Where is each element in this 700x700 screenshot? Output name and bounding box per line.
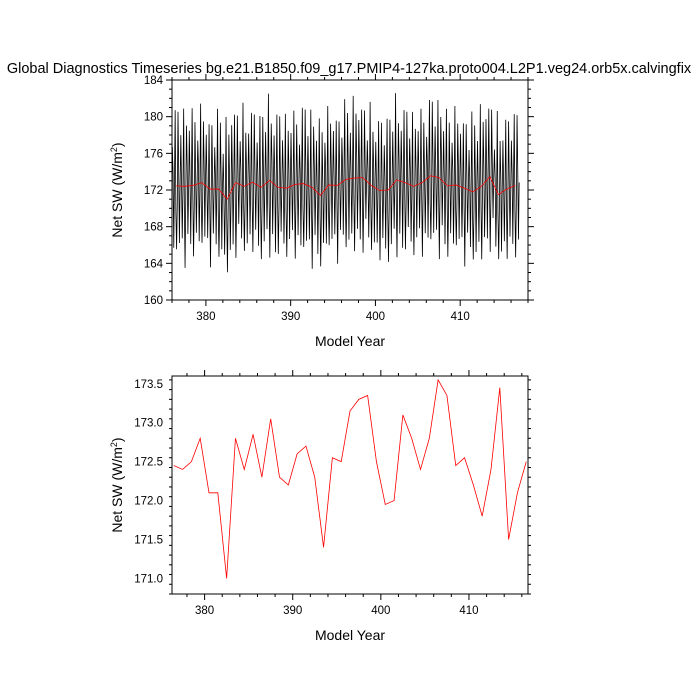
annual-panel-y-tick-label: 173.0 [134,418,163,430]
monthly-panel-y-label-close: ) [109,142,125,147]
monthly-panel-ticks: 380 390 400 410 160 164 168 172 176 180 184 [144,74,534,323]
monthly-panel-x-tick-label: 380 [196,311,215,323]
monthly-panel-y-tick-label: 160 [144,295,163,307]
monthly-panel-y-label-exponent: 2 [109,147,119,152]
monthly-panel-y-axis-label: Net SW (W/m2) [109,142,125,237]
annual-panel-x-tick-label: 400 [371,605,390,617]
annual-panel-x-axis-label: Model Year [315,627,385,643]
annual-panel-y-tick-label: 172.0 [134,496,163,508]
monthly-panel-y-tick-label: 172 [144,185,163,197]
annual-panel-x-tick-label: 390 [283,605,302,617]
annual-panel-y-label-close: ) [109,437,125,442]
annual-panel-plot-area [173,378,527,579]
monthly-panel-y-label-main: Net SW (W/m [109,152,125,238]
annual-panel-x-tick-label: 380 [195,605,214,617]
annual-panel: 380 390 400 410 171.0 171.5 172.0 172.5 173.0 173… [109,370,531,643]
figure-title: Global Diagnostics Timeseries bg.e21.B18… [7,61,692,77]
monthly-panel-y-tick-label: 180 [144,112,163,124]
annual-panel-y-tick-label: 171.0 [134,573,163,585]
monthly-panel-x-axis-label: Model Year [315,333,385,349]
annual-panel-frame [171,375,529,595]
monthly-panel-y-tick-label: 184 [144,75,164,87]
annual-panel-x-tick-label: 410 [459,605,478,617]
monthly-panel-y-tick-label: 168 [144,222,163,234]
annual-panel-series-annual-mean [173,378,527,579]
annual-panel-y-axis-label: Net SW (W/m2) [109,437,125,532]
monthly-panel-series-monthly [172,93,520,273]
annual-panel-y-tick-label: 171.5 [134,535,163,547]
monthly-panel-series-annual-mean [176,175,516,200]
annual-panel-y-tick-label: 172.5 [134,457,163,469]
monthly-panel-x-tick-label: 400 [366,311,385,323]
annual-panel-y-label-exponent: 2 [109,442,119,447]
monthly-panel-x-tick-label: 390 [281,311,300,323]
monthly-panel-x-tick-label: 410 [451,311,470,323]
monthly-panel-plot-area [172,93,520,273]
annual-panel-y-label-main: Net SW (W/m [109,447,125,533]
monthly-panel: 380 390 400 410 160 164 168 172 176 180 184 Model … [109,74,534,349]
annual-panel-ticks: 380 390 400 410 171.0 171.5 172.0 172.5 173.0 173… [134,370,531,617]
annual-panel-y-tick-label: 173.5 [134,379,163,391]
monthly-panel-y-tick-label: 164 [144,258,164,270]
monthly-panel-y-tick-label: 176 [144,148,163,160]
